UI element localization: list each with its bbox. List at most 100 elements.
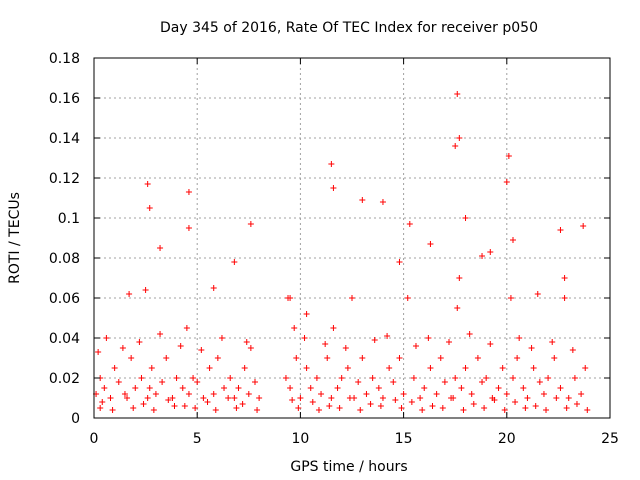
data-point — [256, 395, 263, 401]
data-point — [326, 403, 333, 409]
data-point — [419, 407, 426, 413]
data-point — [404, 295, 411, 301]
data-point — [148, 365, 155, 371]
data-point — [503, 391, 510, 397]
data-point — [507, 295, 514, 301]
x-tick-label: 25 — [601, 431, 619, 447]
y-tick-label: 0.18 — [49, 51, 80, 67]
data-point — [386, 365, 393, 371]
data-point — [479, 379, 486, 385]
data-point — [571, 375, 578, 381]
data-point — [363, 391, 370, 397]
data-point — [338, 375, 345, 381]
data-point — [487, 249, 494, 255]
data-point — [293, 355, 300, 361]
data-point — [483, 375, 490, 381]
data-point — [367, 401, 374, 407]
data-point — [295, 405, 302, 411]
data-point — [303, 365, 310, 371]
data-point — [450, 395, 457, 401]
data-point — [491, 397, 498, 403]
data-point — [330, 325, 337, 331]
data-point — [243, 339, 250, 345]
data-point — [190, 375, 197, 381]
data-point — [297, 395, 304, 401]
data-point — [225, 395, 232, 401]
data-point — [359, 355, 366, 361]
data-point — [291, 325, 298, 331]
data-point — [439, 405, 446, 411]
data-point — [441, 379, 448, 385]
data-point — [342, 345, 349, 351]
data-point — [357, 407, 364, 413]
data-point — [169, 395, 176, 401]
data-point — [359, 197, 366, 203]
data-point — [400, 391, 407, 397]
data-point — [462, 365, 469, 371]
data-point — [144, 395, 151, 401]
data-point — [157, 331, 164, 337]
data-point — [379, 199, 386, 205]
data-point — [495, 385, 502, 391]
data-point — [136, 339, 143, 345]
data-point — [505, 153, 512, 159]
data-point — [185, 189, 192, 195]
plot-frame — [93, 57, 611, 419]
data-point — [437, 355, 444, 361]
data-point — [406, 221, 413, 227]
grid-lines — [94, 58, 610, 418]
data-point — [557, 227, 564, 233]
x-tick-label: 0 — [90, 431, 99, 447]
data-point — [235, 385, 242, 391]
data-point — [334, 385, 341, 391]
data-point — [336, 405, 343, 411]
data-point — [126, 291, 133, 297]
data-point — [410, 375, 417, 381]
data-point — [227, 375, 234, 381]
data-point — [173, 375, 180, 381]
data-point — [282, 375, 289, 381]
data-point — [146, 385, 153, 391]
data-point — [421, 385, 428, 391]
data-point — [185, 225, 192, 231]
data-point — [163, 355, 170, 361]
data-point — [460, 407, 467, 413]
data-point — [179, 385, 186, 391]
data-point — [171, 403, 178, 409]
data-point — [181, 403, 188, 409]
data-point — [458, 385, 465, 391]
data-point — [454, 305, 461, 311]
data-point — [254, 407, 261, 413]
data-point — [522, 405, 529, 411]
data-point — [509, 375, 516, 381]
data-point — [247, 345, 254, 351]
data-point — [512, 399, 519, 405]
x-axis-label: GPS time / hours — [290, 459, 407, 475]
data-point — [322, 341, 329, 347]
data-point — [563, 405, 570, 411]
data-point — [551, 355, 558, 361]
data-point — [375, 385, 382, 391]
data-point — [140, 401, 147, 407]
data-point — [466, 331, 473, 337]
data-point — [408, 399, 415, 405]
data-point — [159, 379, 166, 385]
data-point — [371, 337, 378, 343]
data-point — [392, 397, 399, 403]
data-point — [549, 339, 556, 345]
data-point — [582, 365, 589, 371]
x-tick-label: 15 — [395, 431, 413, 447]
data-point — [384, 333, 391, 339]
data-point — [509, 237, 516, 243]
data-point — [303, 311, 310, 317]
data-point — [452, 143, 459, 149]
data-point — [144, 181, 151, 187]
y-axis-label: ROTI / TECUs — [7, 192, 23, 284]
data-point — [456, 275, 463, 281]
data-point — [313, 375, 320, 381]
tick-labels: 0 5 10 15 20 25 0 0.02 0.04 0.06 0.08 0.1 0.12 0.14 0.… — [49, 51, 619, 447]
data-point — [318, 391, 325, 397]
data-point — [289, 397, 296, 403]
data-point — [530, 365, 537, 371]
